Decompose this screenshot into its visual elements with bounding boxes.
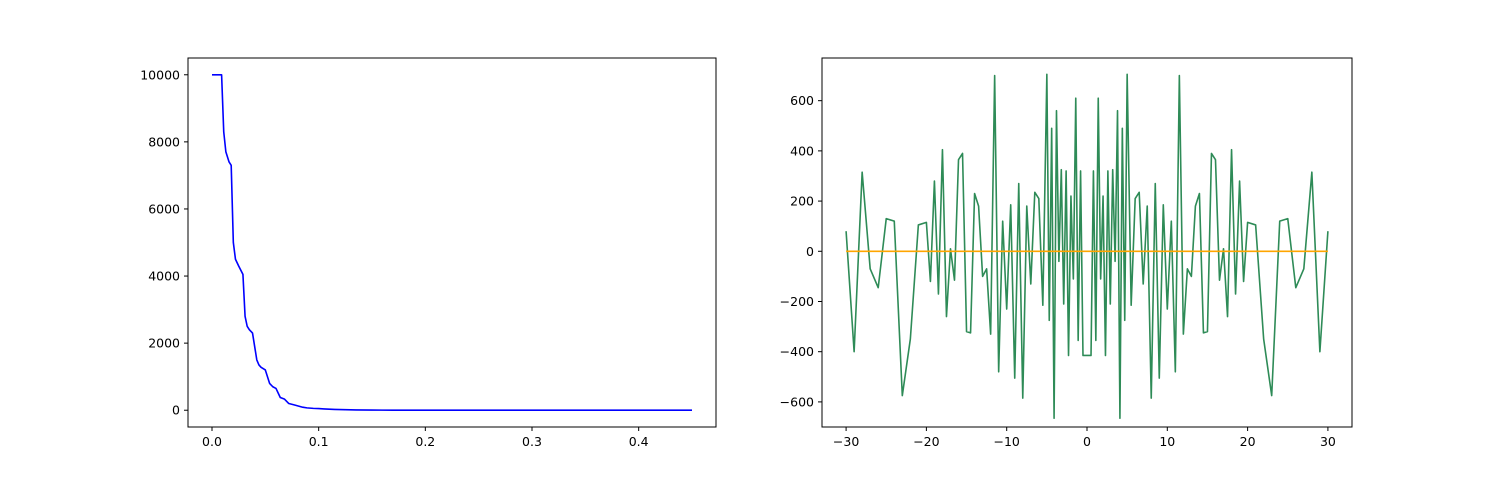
y-tick-label: 2000 [148,336,180,351]
y-tick-label: 600 [790,93,814,108]
x-tick-label: 0.2 [415,434,435,449]
y-tick-label: −200 [780,294,814,309]
x-tick-label: 0.3 [522,434,542,449]
x-tick-label: −20 [913,434,939,449]
series-line-0 [845,73,1329,420]
left-plot: 0.0 0.1 0.2 0.3 0.4 0 2000 4000 6000 8000 10000 [140,57,717,449]
right-plot: −30 −20 −10 0 10 20 30 −600 −400 −200 0 200 400 600 [780,57,1353,449]
y-tick-label: 4000 [148,269,180,284]
y-tick-label: −600 [780,394,814,409]
y-tick-label: 200 [790,194,814,209]
axes-frame [187,57,717,428]
y-tick-label: 400 [790,143,814,158]
x-tick-label: 20 [1240,434,1256,449]
x-tick-label: −30 [833,434,859,449]
x-tick-label: 0.4 [629,434,649,449]
x-tick-label: 10 [1159,434,1175,449]
y-tick-label: 6000 [148,201,180,216]
x-tick-label: 30 [1320,434,1336,449]
x-tick-label: 0.1 [309,434,329,449]
y-tick-label: −400 [780,344,814,359]
x-tick-label: 0.0 [202,434,222,449]
x-tick-label: −10 [994,434,1020,449]
y-tick-label: 10000 [140,67,180,82]
x-tick-label: 0 [1083,434,1091,449]
y-tick-label: 0 [806,244,814,259]
series-line-0 [212,73,692,412]
y-tick-label: 8000 [148,134,180,149]
y-tick-label: 0 [172,403,180,418]
